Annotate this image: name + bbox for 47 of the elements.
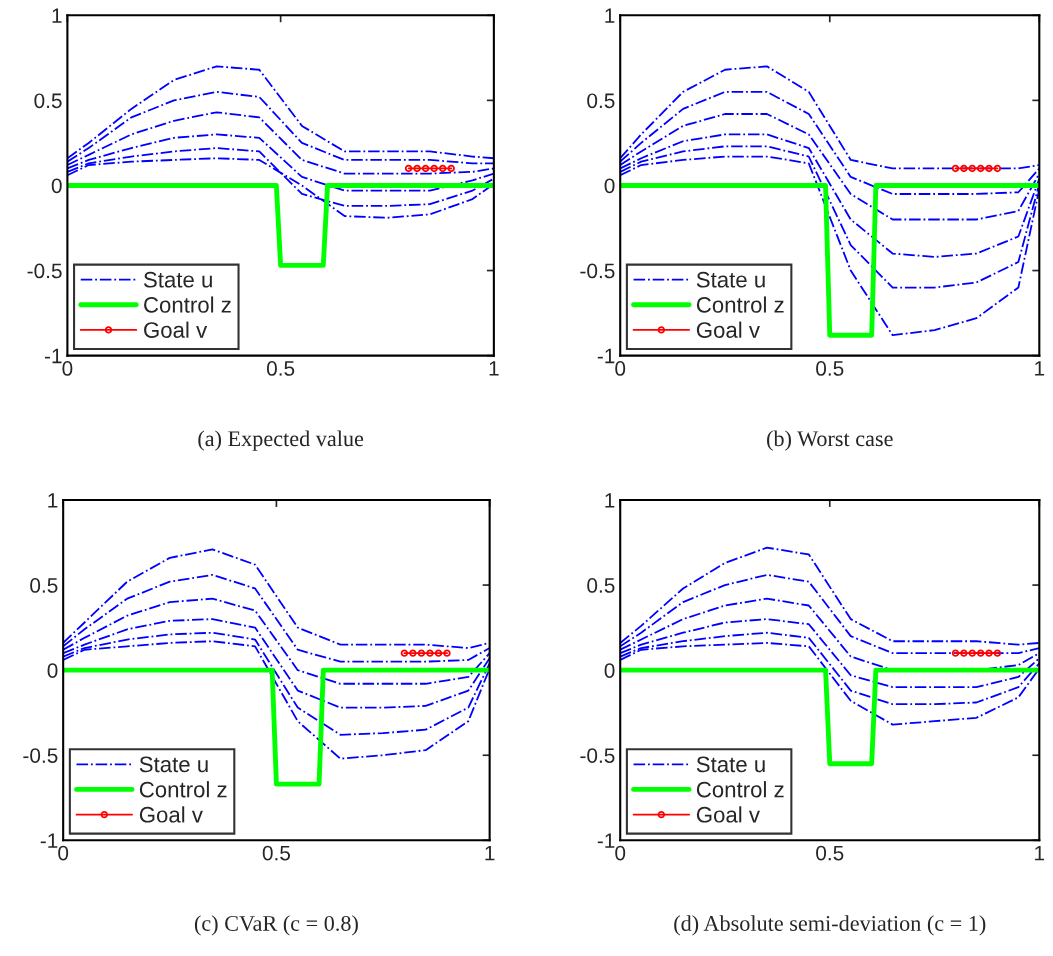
y-tick-label: 0.5	[30, 578, 58, 593]
y-tick-label: 1	[605, 8, 615, 23]
y-tick-label: 0	[604, 663, 615, 678]
legend-label: Control z	[139, 781, 227, 798]
y-tick-label: 1	[52, 8, 62, 23]
y-tick-label: 0.5	[587, 93, 615, 109]
x-tick-label: 0.5	[266, 361, 295, 376]
x-tick-label: 1	[489, 361, 499, 376]
legend-label: State u	[143, 271, 212, 288]
legend-label: State u	[696, 756, 765, 773]
y-tick-label: 0	[47, 663, 58, 678]
legend-label: Control z	[144, 296, 231, 313]
y-tick-label: -0.5	[580, 748, 615, 763]
y-tick-label: -0.5	[27, 263, 62, 279]
y-tick-label: -1	[597, 833, 615, 848]
y-tick-label: -1	[597, 348, 615, 364]
y-tick-label: 0.5	[34, 93, 62, 109]
x-tick-label: 1	[1035, 361, 1045, 376]
text: (c) CVaR (c = 0.8)	[194, 915, 358, 936]
text: (a) Expected value	[198, 430, 364, 451]
x-tick-label: 0	[615, 361, 626, 376]
x-tick-label: 0.5	[262, 845, 291, 861]
legend-label: Goal v	[139, 806, 203, 823]
x-tick-label: 0.5	[816, 845, 844, 861]
x-tick-label: 0	[615, 845, 626, 861]
y-tick-label: 1	[605, 493, 615, 508]
legend-label: Goal v	[696, 806, 760, 823]
y-tick-label: 0	[604, 178, 615, 194]
x-tick-label: 0	[62, 361, 73, 376]
legend-label: Goal v	[144, 321, 208, 338]
y-tick-label: -1	[40, 833, 58, 848]
x-tick-label: 0.5	[816, 361, 844, 376]
legend-label: State u	[139, 756, 208, 773]
legend-label: Control z	[696, 781, 784, 798]
y-tick-label: 0.5	[587, 578, 615, 593]
text: (d) Absolute semi-deviation (c = 1)	[674, 915, 986, 936]
legend-label: Goal v	[696, 321, 760, 338]
y-tick-label: -0.5	[580, 263, 615, 279]
legend-label: State u	[696, 271, 765, 288]
legend-label: Control z	[696, 296, 784, 313]
y-tick-label: 1	[48, 493, 58, 508]
y-tick-label: -0.5	[23, 748, 58, 763]
y-tick-label: 0	[51, 178, 62, 194]
x-tick-label: 1	[1035, 845, 1045, 861]
y-tick-label: -1	[44, 348, 62, 364]
x-tick-label: 1	[485, 845, 495, 861]
text: (b) Worst case	[767, 430, 893, 451]
